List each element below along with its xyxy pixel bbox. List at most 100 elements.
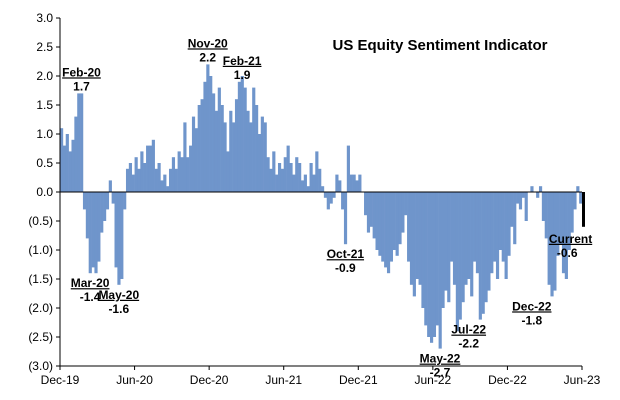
bar (429, 192, 434, 343)
bar (381, 192, 385, 262)
annotation-value: -1.8 (521, 313, 542, 327)
bar (481, 192, 485, 314)
bar (364, 192, 368, 216)
bar (573, 192, 577, 210)
bar (105, 192, 110, 210)
bar (384, 192, 388, 268)
bar (295, 157, 299, 192)
bar (432, 192, 437, 337)
bar (369, 192, 373, 227)
y-tick-label: (2.0) (28, 301, 53, 315)
bar (407, 192, 411, 262)
bar (120, 192, 124, 279)
annotation-date: Dec-22 (512, 299, 552, 313)
annotation-value: 2.2 (199, 50, 216, 64)
annotation-date: Current (549, 232, 592, 246)
bar (108, 180, 112, 192)
bar (263, 122, 267, 192)
annotation-date: Feb-20 (62, 65, 101, 79)
bar (343, 192, 348, 245)
x-tick-label: Dec-20 (190, 373, 229, 387)
bar (226, 151, 230, 192)
bar (306, 186, 310, 192)
bar (146, 145, 150, 192)
bar (321, 186, 325, 192)
bar (163, 174, 167, 192)
bar (223, 122, 227, 192)
annotation-date: Mar-20 (71, 276, 110, 290)
bar (352, 174, 356, 192)
bar (455, 192, 459, 332)
bar (392, 192, 396, 250)
bar (82, 192, 87, 210)
annotation-value: -1.6 (108, 302, 129, 316)
bar (487, 192, 491, 291)
bar (579, 192, 583, 204)
bar (567, 192, 571, 250)
bar (516, 192, 520, 204)
bar (366, 192, 371, 233)
bar (318, 168, 322, 192)
bar (174, 168, 178, 192)
bar (260, 116, 264, 192)
y-tick-label: 1.0 (36, 127, 53, 141)
bar (495, 192, 500, 279)
bar (300, 180, 305, 192)
bar (220, 105, 224, 192)
bar (444, 192, 448, 291)
bar (409, 192, 414, 285)
x-tick-label: Dec-22 (488, 373, 527, 387)
bar (277, 163, 282, 192)
bar (478, 192, 482, 320)
bar (564, 192, 568, 279)
bar (358, 174, 362, 192)
y-tick-label: 2.5 (36, 40, 53, 54)
y-tick-label: (1.5) (28, 272, 53, 286)
bar (134, 157, 138, 192)
bar (329, 192, 333, 204)
bar (507, 192, 511, 256)
bar (206, 64, 210, 192)
bar (378, 192, 382, 256)
bar (103, 192, 107, 221)
bar (197, 105, 201, 192)
current-bar (582, 192, 585, 227)
bar (424, 192, 428, 326)
bar (171, 157, 176, 192)
bar (85, 192, 89, 239)
bar (283, 157, 287, 192)
bar (438, 192, 442, 349)
bar (214, 110, 219, 192)
bar (561, 192, 566, 274)
y-tick-label: (0.5) (28, 214, 53, 228)
bar (269, 168, 273, 192)
bar (151, 139, 155, 192)
x-tick-label: Jun-20 (116, 373, 153, 387)
annotation-value: 1.9 (234, 68, 251, 82)
y-tick-label: 3.0 (36, 11, 53, 25)
y-tick-label: 0.0 (36, 185, 53, 199)
bar (148, 145, 153, 192)
bar (524, 192, 528, 221)
bar (246, 110, 250, 192)
bar (74, 116, 78, 192)
bar (375, 192, 379, 250)
x-tick-label: Dec-19 (41, 373, 80, 387)
annotation-value: 1.7 (73, 79, 90, 93)
bar (323, 192, 328, 198)
bar (160, 180, 164, 192)
x-tick-label: Jun-21 (265, 373, 302, 387)
bar (415, 192, 419, 279)
bar (447, 192, 451, 303)
bar (475, 192, 480, 274)
bar (521, 192, 525, 198)
bar (461, 192, 465, 303)
bar (143, 163, 147, 192)
bar (553, 192, 557, 291)
bar (88, 192, 92, 274)
bar (123, 192, 127, 210)
bar (547, 192, 551, 285)
bar (240, 76, 244, 192)
bar (166, 186, 170, 192)
bar (168, 168, 173, 192)
